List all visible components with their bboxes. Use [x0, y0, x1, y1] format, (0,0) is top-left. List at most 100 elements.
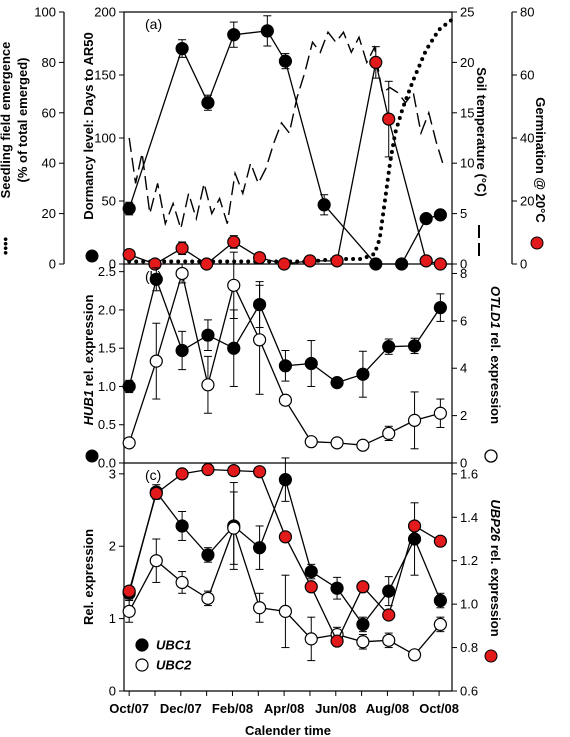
y-tick-label: 0.6 — [460, 684, 478, 699]
data-point-HUB1 — [356, 367, 370, 381]
data-point-OTLD1 — [227, 278, 241, 292]
data-point-HUB1 — [122, 379, 136, 394]
y-tick-label: 0 — [109, 684, 116, 699]
y-tick-label: 1.4 — [460, 510, 478, 525]
data-point-germination — [419, 254, 433, 268]
left-axis-title-c: Rel. expression — [81, 529, 96, 625]
data-point-UBC2 — [252, 601, 267, 615]
data-point-germination — [277, 257, 291, 271]
left-axis-title-b-part: HUB1 — [81, 390, 96, 425]
y-tick-label: 1.0 — [98, 379, 116, 394]
y-tick-label: 100 — [94, 131, 116, 146]
data-point-dormancy — [317, 198, 331, 212]
data-point-UBC2 — [407, 648, 422, 662]
data-point-UBP26 — [356, 580, 370, 594]
y-tick-label: 0.5 — [98, 417, 116, 432]
series-line-soil_temperature — [128, 30, 445, 232]
x-tick-label: Oct/07 — [109, 701, 149, 716]
dormancy-key-marker — [85, 249, 99, 263]
data-point-OTLD1 — [201, 378, 215, 392]
data-point-dormancy — [122, 201, 136, 216]
data-point-UBC1 — [330, 581, 344, 595]
y-tick-label: 0 — [460, 456, 467, 471]
y-tick-label: 80 — [520, 5, 534, 20]
series-seedling_emergence — [127, 17, 454, 264]
y-tick-label: 0 — [460, 257, 467, 272]
series-line-germination — [128, 62, 441, 265]
x-tick-label: Jun/08 — [315, 701, 356, 716]
x-axis-title: Calender time — [245, 723, 331, 737]
y-tick-label: 0 — [520, 257, 527, 272]
data-point-germination — [252, 251, 267, 265]
y-tick-label: 60 — [42, 105, 56, 120]
data-point-HUB1 — [149, 272, 163, 286]
data-point-HUB1 — [278, 359, 293, 373]
left-axis-title-a-part: Dormancy level: Days to AR50 — [81, 32, 96, 219]
data-point-germination — [122, 247, 136, 262]
data-point-HUB1 — [227, 341, 241, 355]
data-point-dormancy — [419, 212, 433, 226]
left-axis-title-b-part: rel. expression — [81, 295, 96, 390]
outer-left-axis-title-2: (% of total emerged) — [15, 58, 30, 183]
y-tick-label: 40 — [42, 156, 56, 171]
y-tick-label: 150 — [94, 68, 116, 83]
y-tick-label: 2 — [109, 539, 116, 554]
series-OTLD1 — [122, 251, 447, 452]
data-point-dormancy — [433, 208, 447, 222]
data-point-germination — [148, 257, 162, 271]
data-point-UBC1 — [201, 548, 215, 562]
series-layer — [122, 15, 454, 662]
y-tick-label: 5 — [460, 206, 467, 221]
x-tick-label: Aug/08 — [366, 701, 409, 716]
y-tick-label: 1.0 — [460, 597, 478, 612]
data-point-UBC2 — [278, 604, 293, 618]
y-tick-label: 60 — [520, 68, 534, 83]
data-point-dormancy — [278, 54, 293, 68]
data-point-germination — [227, 235, 241, 249]
series-germination — [122, 46, 447, 271]
data-point-UBP26 — [252, 465, 267, 479]
series-HUB1 — [122, 267, 447, 398]
data-point-OTLD1 — [382, 426, 396, 440]
data-point-germination — [382, 112, 396, 126]
y-tick-label: 8 — [460, 266, 467, 281]
data-point-HUB1 — [175, 343, 189, 358]
data-point-UBC2 — [122, 604, 136, 618]
x-tick-label: Dec/07 — [160, 701, 202, 716]
left-axis-title-a: Dormancy level: Days to AR50 — [81, 32, 96, 219]
y-tick-label: 0.8 — [460, 640, 478, 655]
data-point-dormancy — [227, 28, 241, 42]
data-point-UBP26 — [407, 519, 422, 533]
panel-label: (c) — [145, 467, 161, 483]
germination-key-marker — [530, 236, 544, 250]
data-point-UBC2 — [433, 617, 447, 632]
otld1-key-marker — [484, 449, 498, 463]
dotted-line-key: •••• — [0, 236, 13, 255]
data-point-UBC2 — [201, 591, 215, 605]
y-tick-label: 25 — [460, 5, 474, 20]
data-point-OTLD1 — [356, 438, 370, 452]
series-UBP26 — [122, 462, 447, 648]
data-point-OTLD1 — [278, 393, 293, 407]
right-axis-title-b-part: rel. expression — [488, 329, 503, 424]
data-point-OTLD1 — [433, 406, 447, 420]
x-tick-label: Apr/08 — [264, 701, 304, 716]
y-tick-label: 80 — [42, 55, 56, 70]
data-point-HUB1 — [201, 328, 215, 342]
right-axis-title-a: Soil temperature (°C) — [474, 67, 489, 196]
data-point-HUB1 — [407, 339, 422, 353]
outer-right-axis-title-part: Germination @ 20°C — [533, 97, 548, 223]
data-point-OTLD1 — [149, 354, 163, 368]
data-point-HUB1 — [304, 356, 318, 371]
y-tick-label: 0.0 — [98, 456, 116, 471]
y-tick-label: 1.2 — [460, 553, 478, 568]
x-tick-label: Oct/08 — [419, 701, 459, 716]
left-axis-title-b: HUB1 rel. expression — [81, 295, 96, 426]
data-point-UBP26 — [175, 467, 189, 481]
series-line-seedling_emergence — [127, 17, 454, 264]
data-point-UBC2 — [175, 575, 189, 590]
data-point-UBC1 — [175, 519, 189, 533]
data-point-UBC2 — [304, 632, 318, 646]
y-tick-label: 6 — [460, 313, 467, 328]
